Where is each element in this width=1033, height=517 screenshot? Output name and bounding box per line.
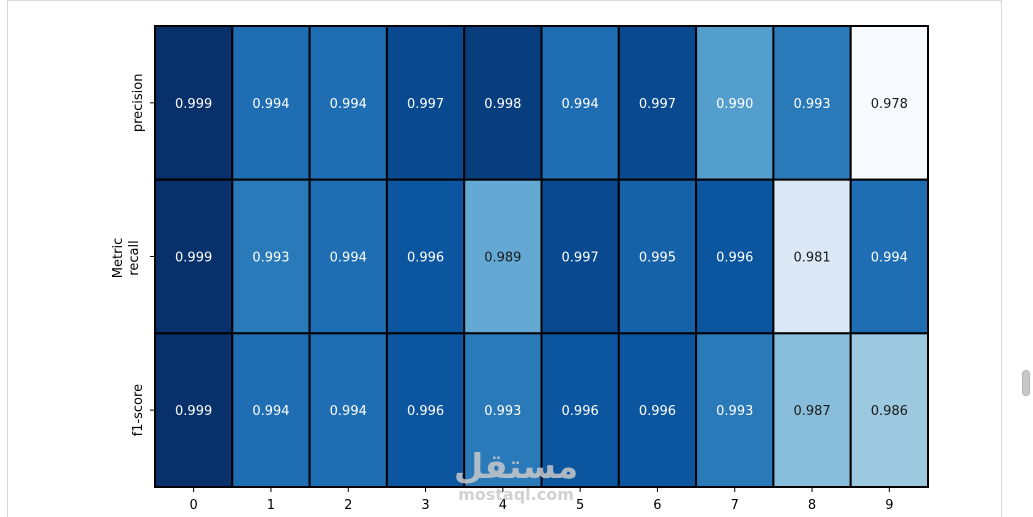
y-tick-label-precision: precision bbox=[131, 74, 146, 133]
cell-value-label-precision-9: 0.978 bbox=[871, 97, 908, 112]
y-axis-label-second-line: recall bbox=[127, 240, 142, 275]
heatmap-cell-f1-score-3 bbox=[385, 332, 466, 489]
cell-value-label-f1-score-8: 0.987 bbox=[793, 404, 830, 419]
heatmap-chart: 0.999 0.994 0.994 0.997 0.998 0.994 0.997 0.990… bbox=[111, 25, 930, 513]
cell-value-label-precision-6: 0.997 bbox=[639, 97, 676, 112]
cell-value-label-precision-2: 0.994 bbox=[330, 97, 367, 112]
cell-value-label-recall-7: 0.996 bbox=[716, 251, 753, 266]
cell-value-label-recall-2: 0.994 bbox=[330, 251, 367, 266]
x-tick-label-2: 2 bbox=[344, 498, 352, 513]
heatmap-cell-f1-score-7 bbox=[695, 332, 775, 489]
cell-value-label-precision-8: 0.993 bbox=[793, 97, 830, 112]
cell-value-label-precision-4: 0.998 bbox=[484, 97, 521, 112]
cell-value-label-precision-3: 0.997 bbox=[407, 97, 444, 112]
heatmap-cell-f1-score-5 bbox=[540, 332, 620, 489]
cell-value-label-f1-score-6: 0.996 bbox=[639, 404, 676, 419]
heatmap-cell-recall-0 bbox=[154, 178, 234, 335]
heatmap-cell-precision-9 bbox=[849, 25, 930, 181]
cell-value-label-f1-score-9: 0.986 bbox=[871, 404, 908, 419]
heatmap-cell-f1-score-9 bbox=[849, 332, 930, 489]
cell-value-label-f1-score-4: 0.993 bbox=[484, 404, 521, 419]
cell-value-label-f1-score-1: 0.994 bbox=[252, 404, 289, 419]
cell-value-label-f1-score-3: 0.996 bbox=[407, 404, 444, 419]
output-cell-frame bbox=[7, 0, 1002, 517]
x-tick-label-8: 8 bbox=[808, 498, 816, 513]
cell-value-label-recall-3: 0.996 bbox=[407, 251, 444, 266]
cell-value-label-recall-5: 0.997 bbox=[562, 251, 599, 266]
scrollbar-track[interactable] bbox=[1018, 0, 1033, 517]
x-tick-label-0: 0 bbox=[190, 498, 198, 513]
watermark: مستقل mostaql.com bbox=[454, 447, 578, 504]
heatmap-cell-recall-3 bbox=[385, 178, 466, 335]
cell-value-label-precision-1: 0.994 bbox=[252, 97, 289, 112]
x-tick-label-3: 3 bbox=[421, 498, 429, 513]
heatmap-cell-precision-1 bbox=[231, 25, 311, 181]
heatmap-cell-recall-4 bbox=[463, 178, 543, 335]
x-tick-label-6: 6 bbox=[653, 498, 661, 513]
y-axis-label: Metric bbox=[111, 238, 126, 278]
x-tick-label-5: 5 bbox=[576, 498, 584, 513]
x-axis-ticks: 0 1 2 3 4 5 6 7 8 9 bbox=[190, 487, 893, 513]
x-tick-label-1: 1 bbox=[267, 498, 275, 513]
cell-value-label-f1-score-7: 0.993 bbox=[716, 404, 753, 419]
heatmap-cells bbox=[154, 25, 930, 489]
cell-value-label-recall-0: 0.999 bbox=[175, 251, 212, 266]
y-tick-label-f1-score: f1-score bbox=[131, 384, 146, 436]
cell-value-label-precision-0: 0.999 bbox=[175, 97, 212, 112]
heatmap-cell-f1-score-6 bbox=[617, 332, 698, 489]
cell-value-label-recall-6: 0.995 bbox=[639, 251, 676, 266]
cell-value-label-recall-8: 0.981 bbox=[793, 251, 830, 266]
heatmap-cell-precision-5 bbox=[540, 25, 620, 181]
scrollbar-thumb[interactable] bbox=[1022, 370, 1030, 396]
x-tick-label-9: 9 bbox=[885, 498, 893, 513]
y-axis-ticks: precision f1-score bbox=[131, 74, 155, 436]
heatmap-cell-labels: 0.999 0.994 0.994 0.997 0.998 0.994 0.997 0.990… bbox=[175, 97, 908, 419]
cell-value-label-recall-9: 0.994 bbox=[871, 251, 908, 266]
heatmap-cell-recall-8 bbox=[772, 178, 852, 335]
x-tick-label-7: 7 bbox=[731, 498, 739, 513]
cell-value-label-precision-7: 0.990 bbox=[716, 97, 753, 112]
cell-value-label-precision-5: 0.994 bbox=[562, 97, 599, 112]
cell-value-label-f1-score-5: 0.996 bbox=[562, 404, 599, 419]
heatmap-cell-recall-7 bbox=[695, 178, 775, 335]
watermark-latin: mostaql.com bbox=[458, 485, 574, 504]
watermark-arabic: مستقل bbox=[454, 447, 578, 487]
cell-value-label-f1-score-2: 0.994 bbox=[330, 404, 367, 419]
heatmap-cell-recall-2 bbox=[308, 178, 388, 335]
heatmap-cell-f1-score-8 bbox=[772, 332, 852, 489]
cell-value-label-recall-1: 0.993 bbox=[252, 251, 289, 266]
heatmap-cell-precision-8 bbox=[772, 25, 852, 181]
cell-value-label-f1-score-0: 0.999 bbox=[175, 404, 212, 419]
cell-value-label-recall-4: 0.989 bbox=[484, 251, 521, 266]
x-tick-label-4: 4 bbox=[499, 498, 507, 513]
